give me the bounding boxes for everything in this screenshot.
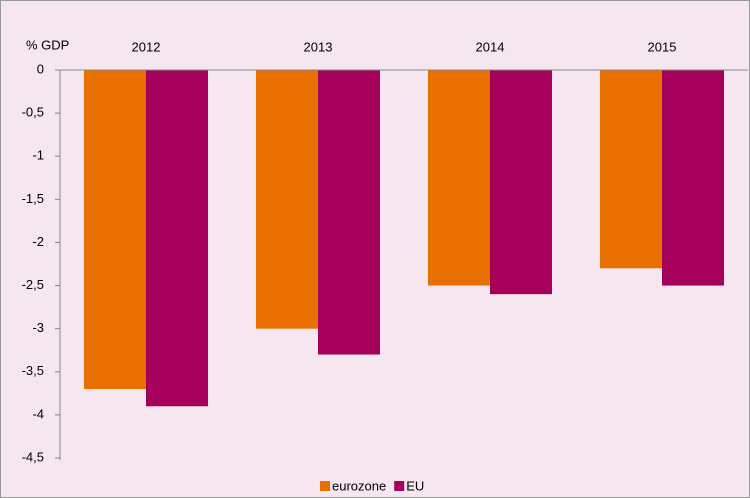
bar <box>662 70 724 286</box>
legend-label: EU <box>406 478 424 493</box>
bar <box>318 70 380 355</box>
x-tick-label: 2015 <box>648 39 677 54</box>
bar <box>146 70 208 407</box>
bar <box>428 70 490 286</box>
y-tick-label: -2 <box>32 234 44 249</box>
y-tick-label: -4 <box>32 406 44 421</box>
x-tick-label: 2013 <box>304 39 333 54</box>
bar <box>600 70 662 269</box>
x-tick-label: 2012 <box>132 39 161 54</box>
y-tick-label: -1,5 <box>22 191 44 206</box>
y-tick-label: -1 <box>32 148 44 163</box>
legend-label: eurozone <box>332 478 386 493</box>
bar <box>256 70 318 329</box>
y-tick-label: -2,5 <box>22 277 44 292</box>
y-axis-label: % GDP <box>26 37 69 52</box>
y-tick-label: 0 <box>37 61 44 76</box>
x-tick-label: 2014 <box>476 39 505 54</box>
bar <box>490 70 552 295</box>
bar <box>84 70 146 390</box>
y-tick-label: -3,5 <box>22 363 44 378</box>
y-tick-label: -0,5 <box>22 105 44 120</box>
legend-swatch <box>320 481 330 491</box>
y-tick-label: -4,5 <box>22 449 44 464</box>
y-tick-label: -3 <box>32 320 44 335</box>
legend-swatch <box>394 481 405 491</box>
